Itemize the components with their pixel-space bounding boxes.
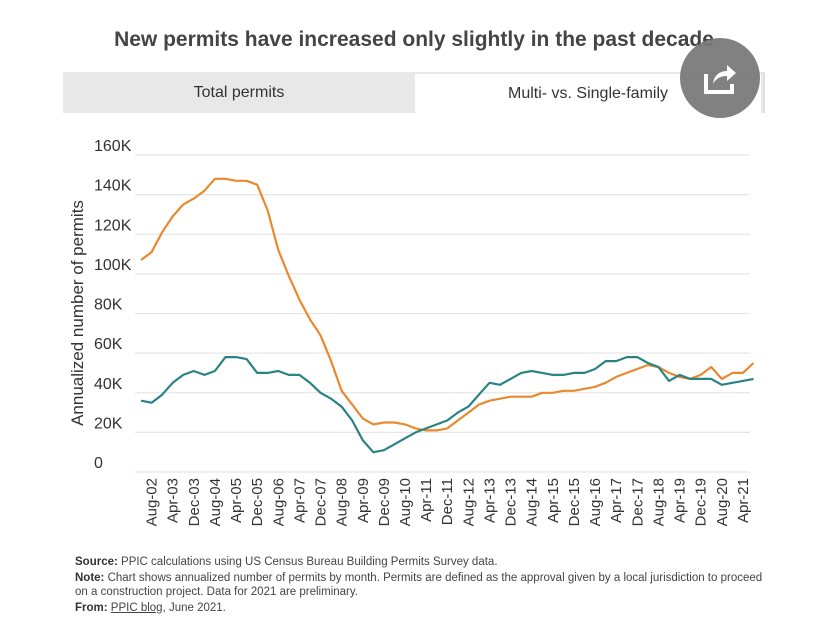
x-tick-label: Apr-11 xyxy=(418,478,435,522)
x-tick-label: Dec-15 xyxy=(566,478,583,526)
ppic-blog-link[interactable]: PPIC blog xyxy=(110,601,163,614)
chart-title: New permits have increased only slightly… xyxy=(114,28,714,51)
x-tick-label: Aug-12 xyxy=(460,478,477,526)
y-tick-label: 160K xyxy=(94,138,132,155)
x-tick-label: Dec-13 xyxy=(503,478,520,526)
x-tick-label: Apr-21 xyxy=(735,478,752,523)
x-tick-label: Apr-19 xyxy=(672,478,689,523)
x-tick-label: Dec-17 xyxy=(629,478,646,526)
x-tick-label: Aug-10 xyxy=(397,478,414,526)
y-tick-label: 120K xyxy=(94,217,132,234)
x-tick-label: Aug-08 xyxy=(334,478,351,526)
x-tick-label: Aug-18 xyxy=(650,478,667,526)
x-tick-label: Apr-03 xyxy=(165,478,182,523)
x-tick-label: Dec-07 xyxy=(313,478,330,526)
share-icon xyxy=(704,65,736,94)
x-tick-label: Apr-07 xyxy=(291,478,308,523)
y-axis-label: Annualized number of permits xyxy=(68,200,87,426)
y-tick-label: 100K xyxy=(94,257,132,274)
x-tick-label: Apr-15 xyxy=(545,478,562,523)
x-tick-label: Aug-06 xyxy=(270,478,287,526)
chart-notes: Source: PPIC calculations using US Censu… xyxy=(75,555,775,616)
x-tick-label: Aug-16 xyxy=(587,478,604,526)
y-tick-label: 60K xyxy=(94,336,123,353)
x-tick-label: Aug-02 xyxy=(144,478,161,526)
tab-total-permits[interactable]: Total permits xyxy=(193,84,285,101)
x-tick-label: Dec-19 xyxy=(693,478,710,526)
x-tick-label: Aug-20 xyxy=(714,478,731,526)
x-tick-label: Dec-03 xyxy=(186,478,203,526)
y-tick-label: 40K xyxy=(94,376,123,393)
note-text: Note: Chart shows annualized number of p… xyxy=(75,571,763,599)
source-note: Source: PPIC calculations using US Censu… xyxy=(75,556,498,568)
series-line-multi-family[interactable] xyxy=(140,356,754,454)
x-tick-label: Dec-09 xyxy=(376,478,393,526)
x-tick-label: Aug-14 xyxy=(524,478,541,526)
x-tick-label: Aug-04 xyxy=(207,478,224,526)
x-tick-label: Apr-05 xyxy=(228,478,245,523)
series-line-single-family[interactable] xyxy=(140,177,755,432)
tab-bar: Total permits Multi- vs. Single-family xyxy=(63,72,765,113)
x-tick-label: Apr-13 xyxy=(481,478,498,523)
x-tick-label: Apr-17 xyxy=(608,478,625,523)
from-note: From: PPIC blog, June 2021. xyxy=(75,601,226,614)
x-tick-label: Apr-09 xyxy=(355,478,372,523)
y-tick-label: 80K xyxy=(94,297,123,314)
x-tick-label: Dec-11 xyxy=(439,478,456,525)
y-tick-label: 0 xyxy=(94,455,103,472)
x-tick-label: Dec-05 xyxy=(249,478,266,526)
y-tick-label: 20K xyxy=(94,415,123,432)
y-tick-label: 140K xyxy=(94,178,132,195)
share-button[interactable] xyxy=(680,38,760,118)
